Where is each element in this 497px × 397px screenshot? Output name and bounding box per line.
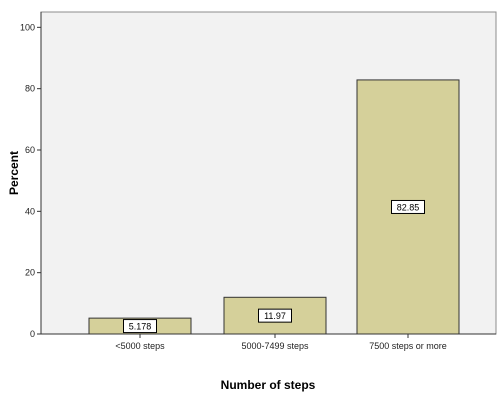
- y-tick-label: 100: [20, 22, 35, 32]
- x-tick-label: 5000-7499 steps: [241, 341, 309, 351]
- data-label-box: [258, 308, 292, 323]
- data-label-box: [123, 319, 157, 334]
- y-tick-label: 80: [25, 84, 35, 94]
- y-tick-label: 60: [25, 145, 35, 155]
- bars-layer: [88, 79, 460, 335]
- y-tick-label: 40: [25, 206, 35, 216]
- data-label: 5.178: [129, 322, 152, 332]
- data-label: 82.85: [397, 202, 420, 212]
- x-tick-label: <5000 steps: [115, 341, 165, 351]
- y-axis-title: Percent: [7, 151, 21, 195]
- y-tick-label: 20: [25, 268, 35, 278]
- data-labels-layer: 5.178 11.97 82.85: [123, 199, 425, 334]
- data-label: 11.97: [264, 311, 286, 321]
- y-tick-label: 0: [30, 329, 35, 339]
- x-axis-title: Number of steps: [221, 378, 316, 392]
- x-ticks-layer: <5000 steps 5000-7499 steps 7500 steps or …: [115, 334, 447, 351]
- x-tick-label: 7500 steps or more: [369, 341, 447, 351]
- data-label-box: [391, 199, 425, 214]
- y-ticks-layer: 0 20 40 60 80 100: [20, 22, 41, 339]
